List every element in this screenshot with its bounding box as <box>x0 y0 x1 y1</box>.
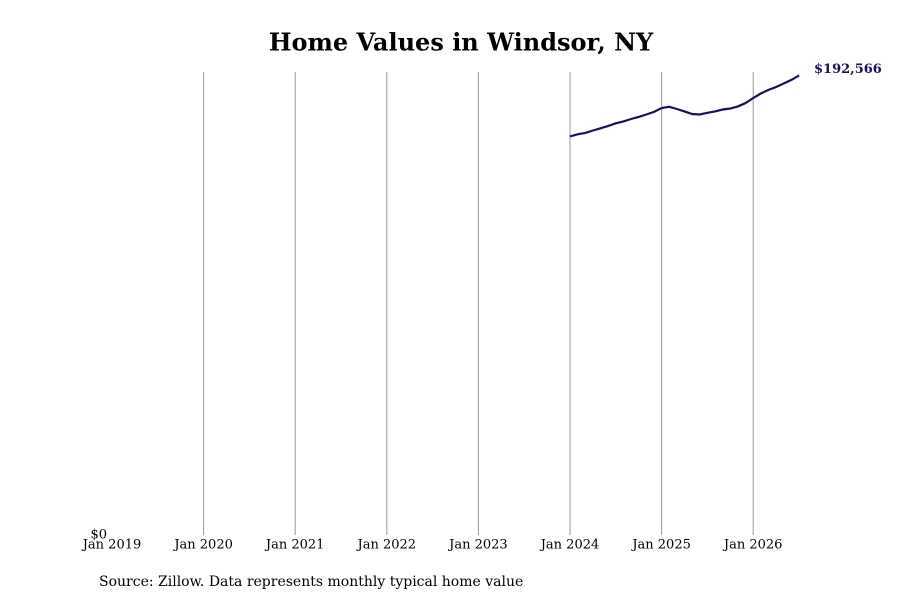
x-tick-label: Jan 2023 <box>447 538 508 553</box>
x-tick-label: Jan 2019 <box>81 538 142 553</box>
line-series <box>569 74 800 138</box>
x-tick-label: Jan 2022 <box>356 538 417 553</box>
chart-title: Home Values in Windsor, NY <box>269 28 654 57</box>
value-label: $192,566 <box>814 62 882 77</box>
x-tick-label: Jan 2021 <box>264 538 325 553</box>
y-tick-label: $0 <box>90 528 107 543</box>
source-note: Source: Zillow. Data represents monthly … <box>99 574 523 590</box>
x-tick-label: Jan 2025 <box>630 538 691 553</box>
x-tick-label: Jan 2026 <box>722 538 783 553</box>
x-tick-label: Jan 2024 <box>539 538 600 553</box>
x-tick-label: Jan 2020 <box>172 538 233 553</box>
